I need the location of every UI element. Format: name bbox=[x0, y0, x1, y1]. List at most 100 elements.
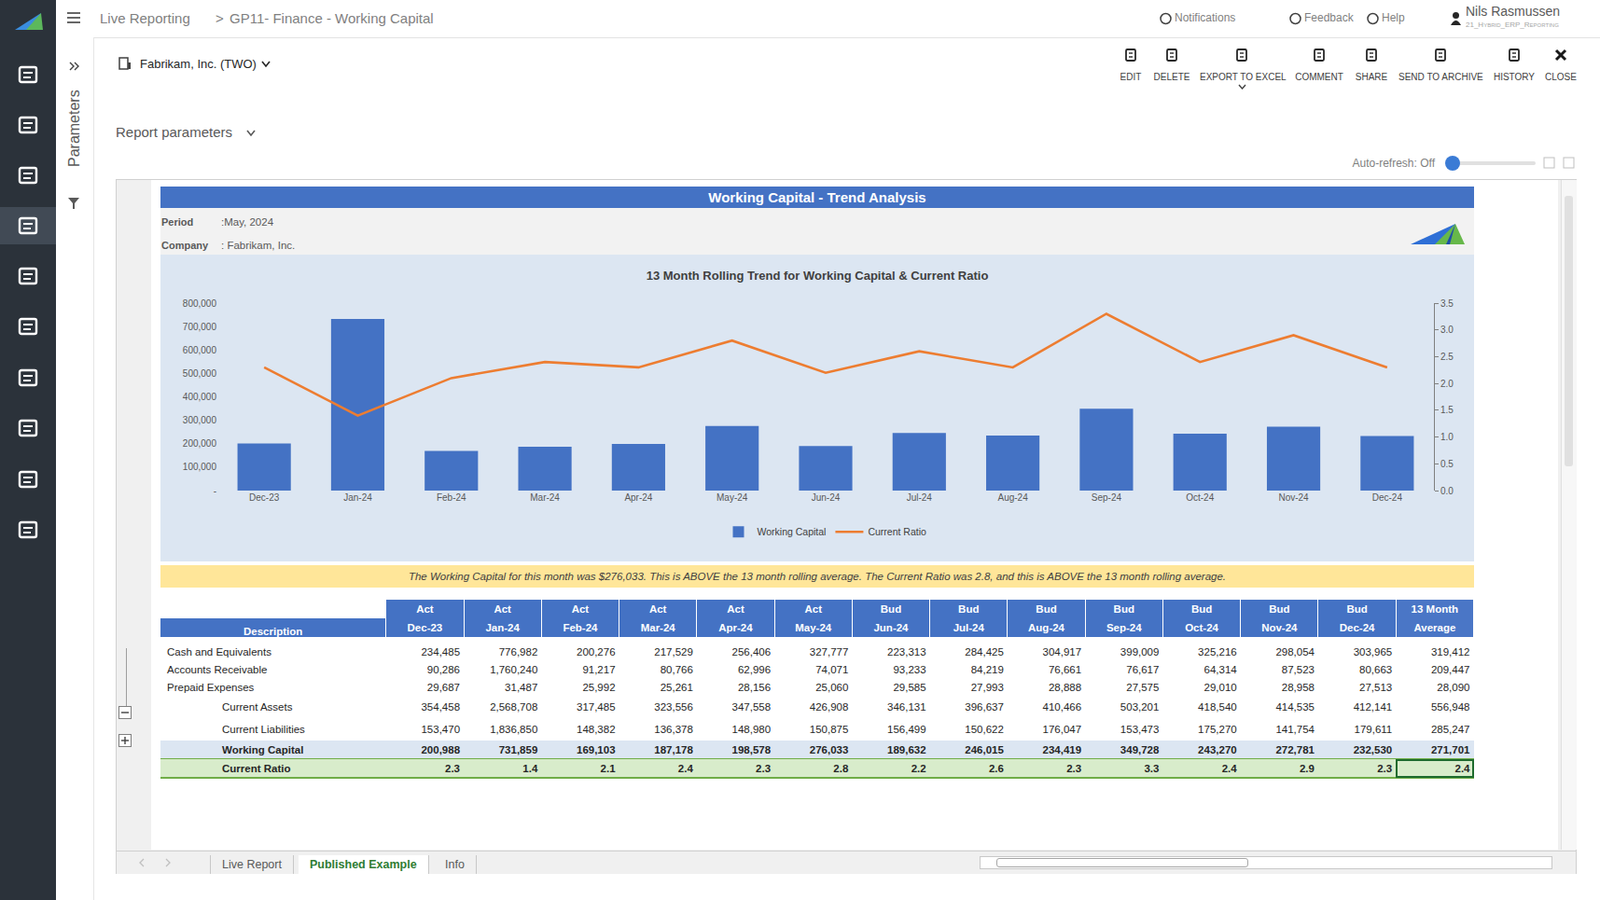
svg-text:Oct-24: Oct-24 bbox=[1185, 492, 1214, 503]
html-text:141,754: 141,754 bbox=[1275, 723, 1315, 736]
html-text:SEND TO ARCHIVE: SEND TO ARCHIVE bbox=[1398, 71, 1484, 83]
svg-text:Jan-24: Jan-24 bbox=[343, 492, 373, 503]
svg-text:300,000: 300,000 bbox=[182, 415, 218, 426]
html-text:The Working Capital for this m: The Working Capital for this month was $… bbox=[408, 570, 1226, 583]
html-text:Bud: Bud bbox=[1035, 603, 1057, 615]
html-text:Act: Act bbox=[649, 603, 667, 615]
html-text:150,622: 150,622 bbox=[964, 723, 1004, 736]
html-text:Bud: Bud bbox=[1191, 603, 1213, 615]
svg-text:Current Ratio: Current Ratio bbox=[867, 526, 927, 538]
html-text:148,382: 148,382 bbox=[576, 723, 616, 736]
html-text:EDIT: EDIT bbox=[1120, 71, 1142, 83]
svg-text:200,000: 200,000 bbox=[182, 438, 218, 449]
html-text:Current Liabilities: Current Liabilities bbox=[222, 723, 305, 736]
svg-text:Jun-24: Jun-24 bbox=[811, 492, 841, 503]
html-text:Auto-refresh: Off: Auto-refresh: Off bbox=[1352, 156, 1435, 170]
html-text:Description: Description bbox=[243, 626, 303, 638]
html-text:EXPORT TO EXCEL: EXPORT TO EXCEL bbox=[1199, 71, 1287, 83]
html-text:148,980: 148,980 bbox=[731, 723, 771, 736]
html-text:Feb-24: Feb-24 bbox=[562, 622, 598, 634]
svg-text:Dec-23: Dec-23 bbox=[249, 492, 280, 503]
html-text:Sep-24: Sep-24 bbox=[1106, 622, 1142, 634]
html-text:Act: Act bbox=[416, 603, 434, 615]
svg-text:100,000: 100,000 bbox=[182, 461, 218, 473]
html-text:Act: Act bbox=[804, 603, 822, 615]
html-text:Bud: Bud bbox=[880, 603, 902, 615]
html-text:Nils Rasmussen: Nils Rasmussen bbox=[1465, 3, 1560, 19]
html-text:SHARE: SHARE bbox=[1355, 71, 1388, 83]
svg-text:0.5: 0.5 bbox=[1440, 459, 1454, 470]
html-text:Bud: Bud bbox=[1268, 603, 1290, 615]
svg-text:Nov-24: Nov-24 bbox=[1278, 492, 1309, 503]
html-text:Aug-24: Aug-24 bbox=[1028, 622, 1065, 634]
svg-text:2.0: 2.0 bbox=[1440, 378, 1454, 390]
svg-text:Feb-24: Feb-24 bbox=[436, 492, 467, 503]
html-text:Parameters: Parameters bbox=[66, 89, 83, 167]
html-text::May, 2024: :May, 2024 bbox=[221, 216, 274, 228]
html-text:153,473: 153,473 bbox=[1120, 723, 1160, 736]
html-text:COMMENT: COMMENT bbox=[1295, 71, 1344, 83]
html-text:May-24: May-24 bbox=[795, 622, 832, 634]
svg-text:Aug-24: Aug-24 bbox=[997, 492, 1029, 503]
svg-text:May-24: May-24 bbox=[716, 492, 749, 503]
svg-text:Apr-24: Apr-24 bbox=[624, 492, 653, 503]
svg-text:Working Capital: Working Capital bbox=[757, 526, 827, 538]
html-text:1,836,850: 1,836,850 bbox=[489, 723, 538, 736]
svg-text:0.0: 0.0 bbox=[1440, 486, 1454, 497]
html-text:Jan-24: Jan-24 bbox=[485, 622, 520, 634]
svg-text:13 Month Rolling Trend for Wor: 13 Month Rolling Trend for Working Capit… bbox=[646, 268, 989, 283]
html-text:Act: Act bbox=[571, 603, 589, 615]
svg-text:Sep-24: Sep-24 bbox=[1091, 492, 1123, 503]
svg-text:800,000: 800,000 bbox=[182, 298, 218, 309]
html-text:153,470: 153,470 bbox=[421, 723, 460, 736]
svg-text:Dec-24: Dec-24 bbox=[1372, 492, 1404, 503]
html-text:Bud: Bud bbox=[958, 603, 980, 615]
html-text:Live Reporting: Live Reporting bbox=[99, 10, 191, 27]
html-text:: Fabrikam, Inc.: : Fabrikam, Inc. bbox=[221, 239, 296, 251]
html-text:Jul-24: Jul-24 bbox=[953, 622, 985, 634]
html-text:Feedback: Feedback bbox=[1304, 11, 1354, 25]
html-text:Apr-24: Apr-24 bbox=[718, 622, 753, 634]
svg-text:700,000: 700,000 bbox=[182, 321, 218, 333]
svg-text:2.5: 2.5 bbox=[1440, 351, 1454, 362]
svg-text:1.5: 1.5 bbox=[1440, 404, 1454, 416]
html-text:150,875: 150,875 bbox=[809, 723, 849, 736]
html-text:Fabrikam, Inc. (TWO): Fabrikam, Inc. (TWO) bbox=[139, 56, 257, 71]
html-text:Act: Act bbox=[493, 603, 512, 615]
html-text:Report parameters: Report parameters bbox=[115, 124, 233, 140]
html-text:175,270: 175,270 bbox=[1197, 723, 1237, 736]
html-text:156,499: 156,499 bbox=[887, 723, 927, 736]
svg-text:500,000: 500,000 bbox=[182, 368, 218, 379]
svg-text:400,000: 400,000 bbox=[182, 391, 218, 403]
html-text:DELETE: DELETE bbox=[1153, 71, 1190, 83]
html-text:CLOSE: CLOSE bbox=[1544, 71, 1577, 83]
svg-text:-: - bbox=[213, 486, 217, 497]
html-text:> GP11- Finance - Working Capi: > GP11- Finance - Working Capital bbox=[215, 10, 434, 27]
html-text:179,611: 179,611 bbox=[1354, 723, 1393, 736]
svg-text:Jul-24: Jul-24 bbox=[906, 492, 933, 503]
svg-text:3.0: 3.0 bbox=[1440, 324, 1454, 335]
html-text:13 Month: 13 Month bbox=[1411, 603, 1459, 615]
html-text:Working Capital - Trend Analys: Working Capital - Trend Analysis bbox=[708, 189, 927, 206]
html-text:Help: Help bbox=[1381, 11, 1405, 25]
html-text:Dec-23: Dec-23 bbox=[407, 622, 443, 634]
html-text:285,247: 285,247 bbox=[1431, 723, 1470, 736]
html-text:HISTORY: HISTORY bbox=[1493, 71, 1535, 83]
svg-text:Mar-24: Mar-24 bbox=[529, 492, 560, 503]
svg-text:1.0: 1.0 bbox=[1440, 431, 1454, 443]
html-text:Info: Info bbox=[445, 858, 465, 872]
html-text:Period: Period bbox=[161, 216, 194, 228]
html-text:Jun-24: Jun-24 bbox=[873, 622, 909, 634]
html-text:Notifications: Notifications bbox=[1174, 11, 1236, 25]
html-text:Mar-24: Mar-24 bbox=[640, 622, 676, 634]
html-text:Act: Act bbox=[726, 603, 745, 615]
html-text:Live Report: Live Report bbox=[222, 858, 282, 872]
html-text:136,378: 136,378 bbox=[654, 723, 693, 736]
svg-text:3.5: 3.5 bbox=[1440, 298, 1454, 309]
html-text:Bud: Bud bbox=[1346, 603, 1368, 615]
html-text:Company: Company bbox=[161, 239, 209, 251]
html-text:Bud: Bud bbox=[1113, 603, 1135, 615]
html-text:176,047: 176,047 bbox=[1042, 723, 1082, 736]
svg-text:600,000: 600,000 bbox=[182, 345, 218, 356]
html-text:Published Example: Published Example bbox=[309, 858, 417, 872]
